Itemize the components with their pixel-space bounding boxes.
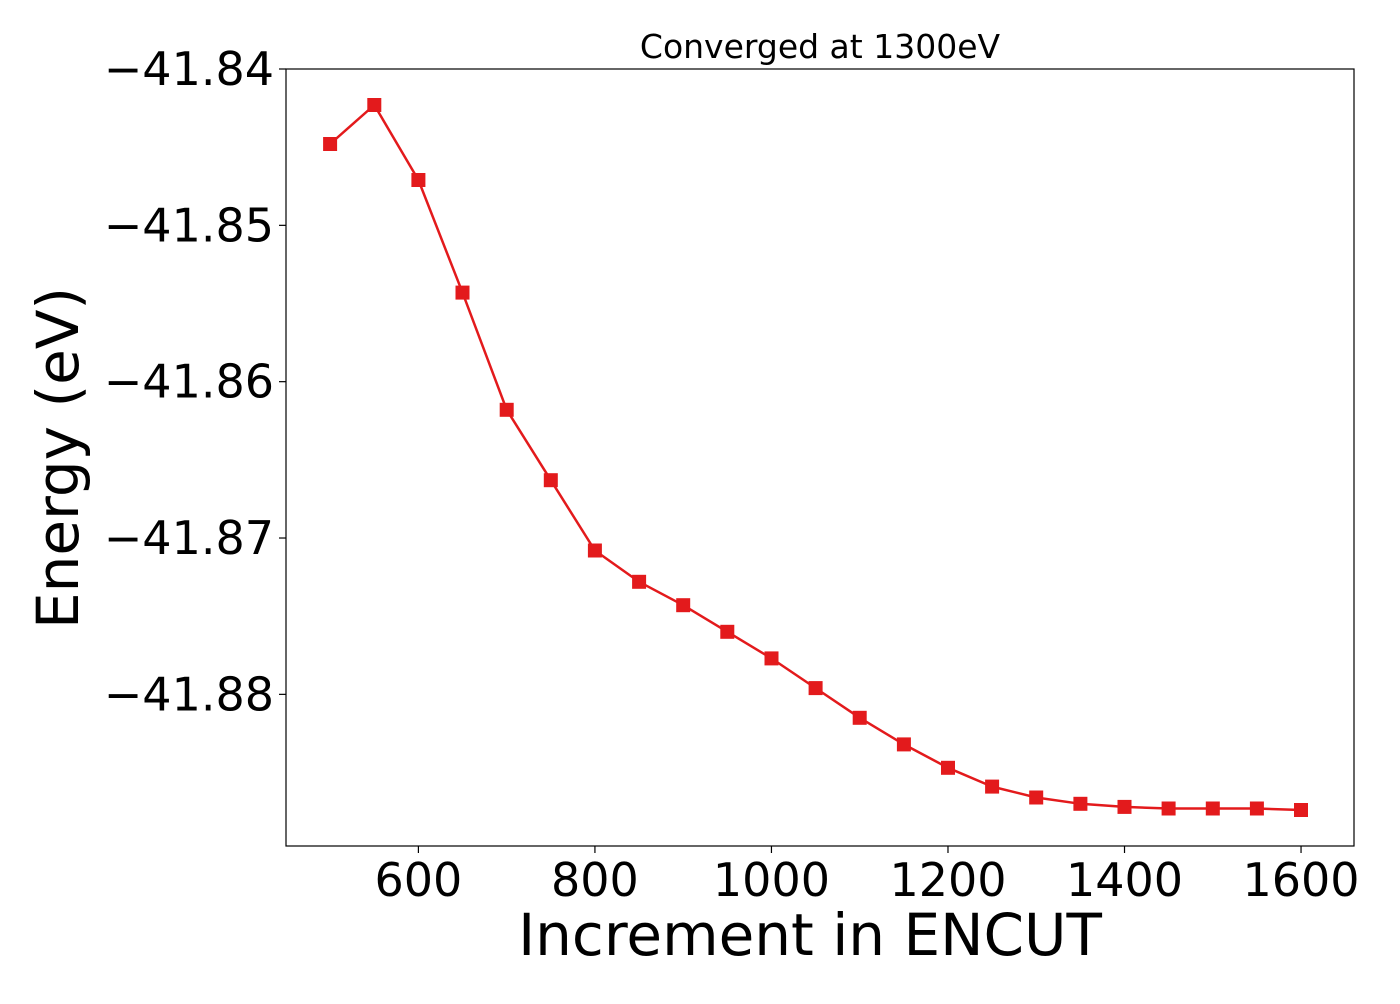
- x-tick-label: 1200: [889, 853, 1006, 907]
- data-point-marker: [411, 173, 426, 187]
- y-tick-label: −41.86: [104, 355, 274, 409]
- y-tick-label: −41.84: [104, 42, 274, 96]
- x-tick-label: 1600: [1243, 853, 1360, 907]
- data-point-marker: [1205, 801, 1220, 816]
- data-point-marker: [1073, 796, 1088, 811]
- x-tick-label: 1400: [1066, 853, 1183, 907]
- axes: 600 800 1000 1200 1400 1600 −41.84 −41.85 −41.86…: [104, 42, 1360, 907]
- data-point-marker: [455, 285, 470, 300]
- data-point-marker: [941, 760, 955, 775]
- y-tick-label: −41.85: [104, 198, 274, 252]
- data-point-marker: [852, 710, 867, 725]
- x-axis-label: Increment in ENCUT: [518, 901, 1102, 969]
- data-point-marker: [323, 137, 338, 151]
- data-point-marker: [764, 651, 779, 666]
- data-point-marker: [367, 98, 382, 112]
- y-tick-label: −41.87: [104, 511, 274, 565]
- chart-title: Converged at 1300eV: [640, 27, 1001, 66]
- data-point-marker: [1029, 790, 1044, 805]
- series-line: [329, 103, 1302, 812]
- data-point-marker: [499, 402, 514, 417]
- data-point-marker: [896, 737, 911, 752]
- plot-frame: [285, 68, 1355, 847]
- data-point-marker: [1161, 801, 1176, 816]
- y-tick-label: −41.88: [104, 667, 274, 721]
- data-point-marker: [676, 598, 691, 613]
- data-point-marker: [1117, 799, 1132, 814]
- data-point-marker: [632, 574, 647, 589]
- x-tick-label: 600: [374, 853, 462, 907]
- x-tick-label: 800: [551, 853, 639, 907]
- x-tick-label: 1000: [713, 853, 830, 907]
- y-axis-label: Energy (eV): [24, 287, 92, 629]
- data-point-marker: [985, 779, 1000, 794]
- data-point-marker: [1249, 801, 1264, 816]
- series-layer: [323, 98, 1308, 817]
- data-point-marker: [1294, 803, 1308, 817]
- data-point-marker: [587, 543, 602, 558]
- data-point-marker: [720, 624, 735, 639]
- data-point-marker: [808, 681, 823, 696]
- data-point-marker: [543, 473, 558, 488]
